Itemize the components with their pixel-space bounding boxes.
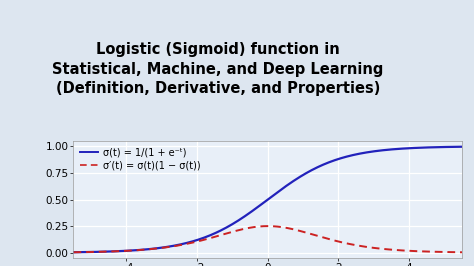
Text: Logistic (Sigmoid) function in
Statistical, Machine, and Deep Learning
(Definiti: Logistic (Sigmoid) function in Statistic… (52, 42, 384, 96)
Legend: σ(t) = 1/(1 + e⁻ᵗ), σ′(t) = σ(t)(1 − σ(t)): σ(t) = 1/(1 + e⁻ᵗ), σ′(t) = σ(t)(1 − σ(t… (78, 146, 202, 172)
